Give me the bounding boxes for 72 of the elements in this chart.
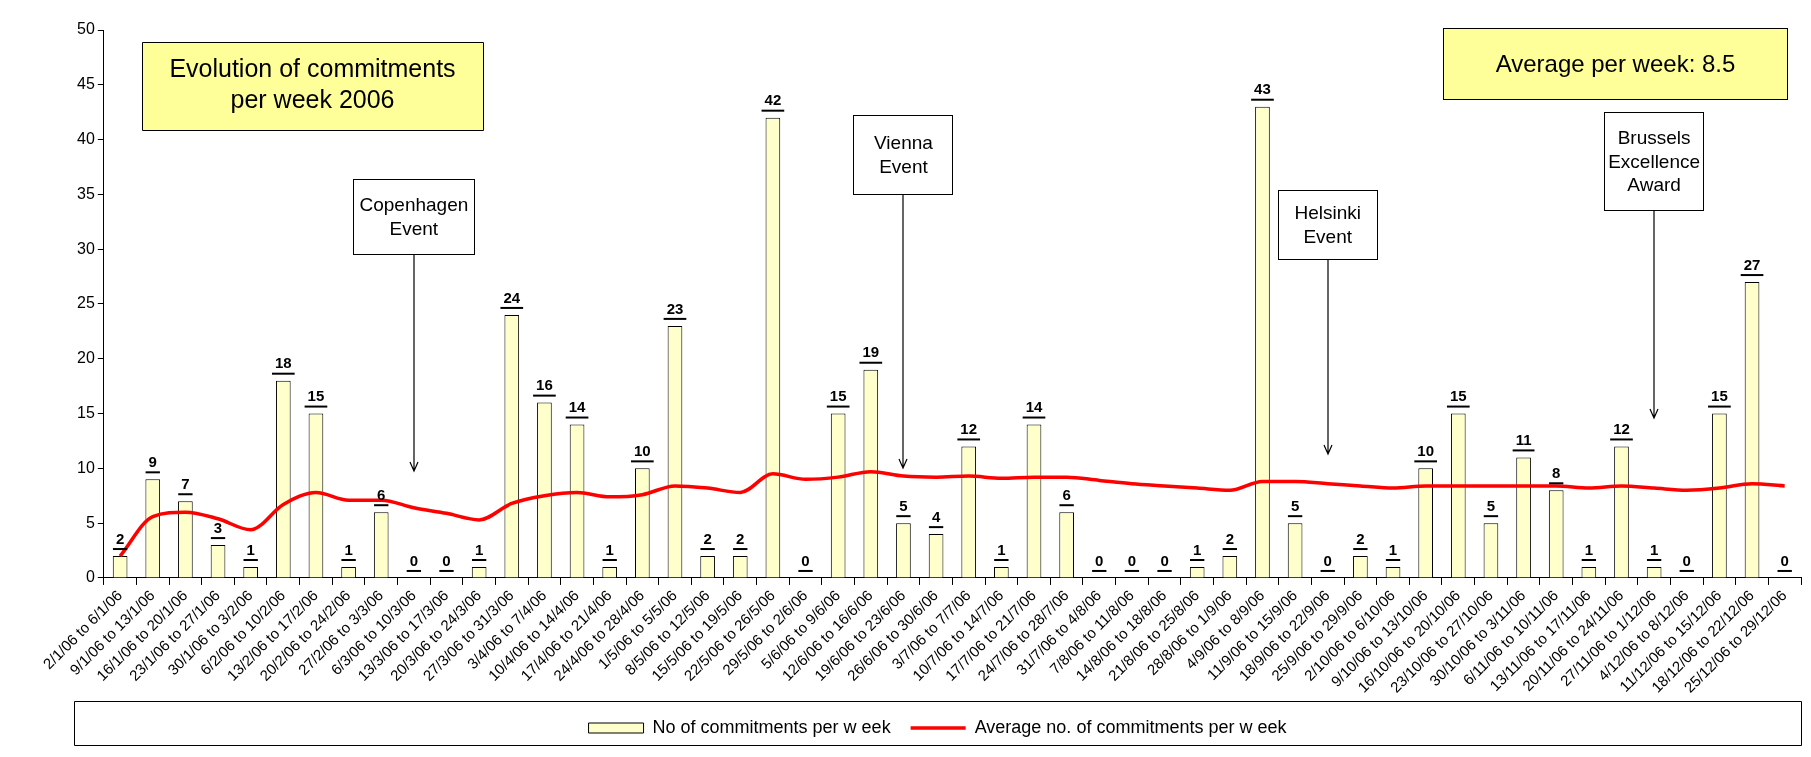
data-label: 1 xyxy=(997,540,1006,558)
data-label: 0 xyxy=(442,551,451,569)
data-label: 1 xyxy=(1649,540,1659,558)
data-label: 5 xyxy=(899,496,908,514)
data-label: 2 xyxy=(736,529,745,547)
text: Evolution of commitments per week 2006 xyxy=(169,54,456,114)
data-label: 14 xyxy=(1025,398,1043,416)
y-tick-label: 10 xyxy=(77,458,95,476)
y-tick-label: 50 xyxy=(77,20,95,38)
y-tick-label: 45 xyxy=(77,75,95,93)
data-label: 7 xyxy=(181,474,190,492)
data-label: 15 xyxy=(829,387,847,405)
data-label: 0 xyxy=(409,551,419,569)
data-label: 1 xyxy=(344,540,353,558)
legend-label: No of commitments per w eek xyxy=(652,716,892,737)
y-tick-label: 0 xyxy=(85,568,95,586)
data-label: 1 xyxy=(246,540,255,558)
data-label: 5 xyxy=(1486,496,1496,514)
data-label: 0 xyxy=(801,551,810,569)
data-label: 6 xyxy=(377,485,386,503)
data-label: 5 xyxy=(1290,496,1300,514)
annotation: Copenhagen Event xyxy=(359,193,469,241)
data-label: 18 xyxy=(274,354,292,372)
data-label: 1 xyxy=(1193,540,1202,558)
data-label: 0 xyxy=(1160,551,1169,569)
data-label: 12 xyxy=(960,420,978,438)
data-label: 1 xyxy=(605,540,614,558)
data-label: 27 xyxy=(1743,255,1761,273)
data-label: 2 xyxy=(115,529,125,547)
data-label: 24 xyxy=(503,288,521,306)
data-label: 14 xyxy=(568,398,587,416)
y-tick-label: 20 xyxy=(77,349,95,367)
data-label: 42 xyxy=(764,91,782,109)
data-label: 15 xyxy=(307,387,325,405)
data-label: 10 xyxy=(1417,442,1434,460)
data-label: 4 xyxy=(931,507,941,525)
data-label: 16 xyxy=(536,376,553,394)
y-tick-label: 30 xyxy=(77,239,95,257)
line-series xyxy=(118,469,1787,558)
data-label: 15 xyxy=(1711,387,1728,405)
data-label: 6 xyxy=(1062,485,1071,503)
data-label: 0 xyxy=(1323,551,1332,569)
data-label: 1 xyxy=(1584,540,1594,558)
legend-label: Average no. of commitments per w eek xyxy=(974,716,1288,737)
data-label: 11 xyxy=(1515,431,1532,449)
data-label: 0 xyxy=(1095,551,1104,569)
y-tick-label: 5 xyxy=(85,513,95,531)
data-label: 0 xyxy=(1682,551,1691,569)
data-label: 43 xyxy=(1254,80,1271,98)
data-label: 1 xyxy=(1388,540,1398,558)
data-label: 2 xyxy=(1356,529,1365,547)
data-label: 23 xyxy=(666,299,684,317)
y-tick-label: 15 xyxy=(77,403,95,421)
data-label: 15 xyxy=(1449,387,1467,405)
annotation: Helsinki Event xyxy=(1294,201,1361,249)
data-label: 0 xyxy=(1780,551,1789,569)
data-label: 2 xyxy=(1225,529,1234,547)
data-label: 9 xyxy=(148,452,157,470)
data-label: 2 xyxy=(703,529,712,547)
annotation: Vienna Event xyxy=(874,131,933,179)
annotation: Brussels Excellence Award xyxy=(1608,125,1701,198)
data-label: 3 xyxy=(213,518,223,536)
data-label: 0 xyxy=(1127,551,1137,569)
data-label: 8 xyxy=(1552,463,1561,481)
data-label: 19 xyxy=(862,343,880,361)
data-label: 10 xyxy=(633,442,651,460)
y-tick-label: 25 xyxy=(77,294,95,312)
data-label: 12 xyxy=(1613,420,1630,438)
y-tick-label: 40 xyxy=(77,130,95,147)
data-label: 1 xyxy=(474,540,484,558)
y-tick-label: 35 xyxy=(77,184,95,202)
text-box: Average per week: 8.5 xyxy=(1443,28,1788,100)
